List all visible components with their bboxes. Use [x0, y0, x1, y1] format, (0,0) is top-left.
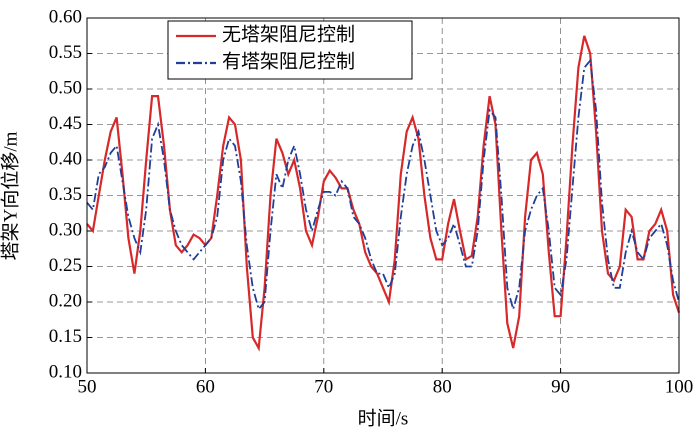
y-tick-label: 0.50 [49, 77, 82, 98]
series-line [86, 35, 681, 352]
x-tick-label: 50 [78, 376, 97, 397]
legend-box [167, 20, 413, 80]
y-tick-label: 0.35 [49, 184, 82, 205]
x-tick-label: 90 [551, 376, 570, 397]
y-tick-label: 0.25 [49, 255, 82, 276]
y-tick-label: 0.60 [49, 6, 82, 27]
series-line [86, 58, 680, 313]
y-axis-label: 塔架Y向位移/m [0, 131, 21, 260]
legend-label: 无塔架阻尼控制 [222, 23, 355, 45]
y-tick-label: 0.30 [49, 219, 82, 240]
y-tick-label: 0.55 [49, 42, 82, 63]
x-axis-label: 时间/s [358, 407, 409, 429]
x-tick-label: 70 [314, 376, 333, 397]
legend-label: 有塔架阻尼控制 [222, 50, 355, 72]
plot-frame [86, 17, 680, 374]
y-tick-label: 0.15 [49, 326, 82, 347]
y-tick-label: 0.45 [49, 113, 82, 134]
y-tick-label: 0.20 [49, 290, 82, 311]
x-tick-label: 80 [433, 376, 452, 397]
y-tick-label: 0.10 [49, 361, 82, 382]
x-tick-label: 100 [665, 376, 694, 397]
y-tick-label: 0.40 [49, 148, 82, 169]
x-tick-label: 60 [196, 376, 215, 397]
